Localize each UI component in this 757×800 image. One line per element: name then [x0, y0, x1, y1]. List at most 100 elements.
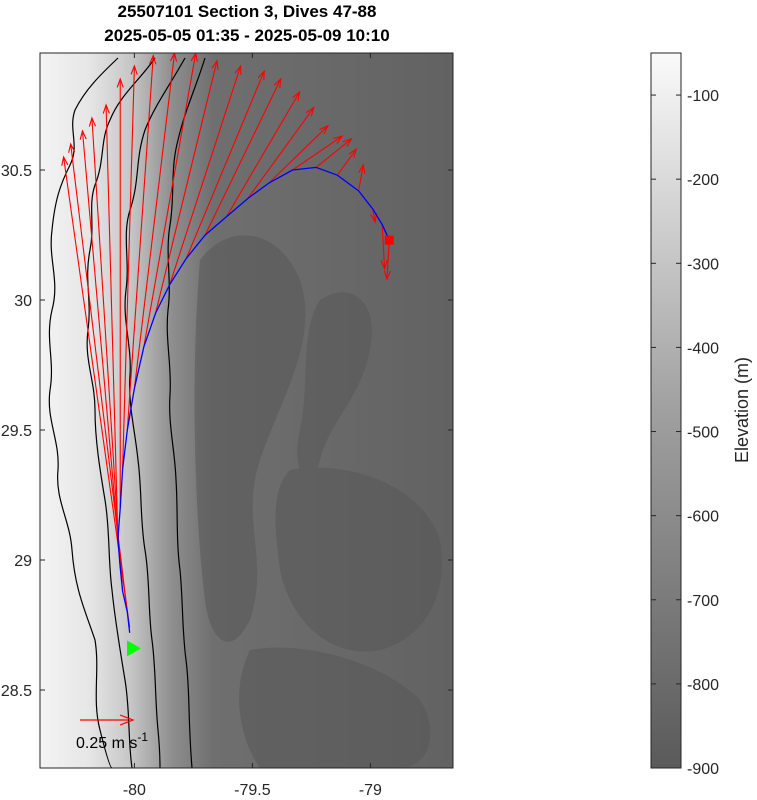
current-vector [143, 53, 198, 347]
current-vector-head [116, 77, 124, 88]
start-marker [127, 640, 142, 657]
current-vector-shaft [155, 60, 218, 314]
y-tick-label: 30 [14, 293, 32, 310]
current-vector-shaft [122, 65, 135, 470]
colorbar-tick-label: -500 [687, 425, 719, 442]
current-vector [169, 64, 242, 285]
deep-water-patches [194, 235, 442, 768]
current-vector-shaft [81, 130, 124, 592]
colorbar-label: Elevation (m) [732, 357, 752, 463]
current-vector-shaft [247, 107, 315, 199]
current-vector [116, 77, 124, 508]
current-vector-head [273, 77, 282, 89]
current-vector-head [169, 53, 178, 62]
current-vector-shaft [372, 208, 376, 223]
x-axis: -80 -79.5 -79 [123, 53, 382, 799]
current-vector [383, 240, 392, 281]
current-vector [133, 53, 178, 389]
colorbar-tick-label: -900 [687, 761, 719, 778]
current-vector-head [130, 64, 138, 75]
current-vector-head [68, 142, 76, 153]
current-vector-shaft [315, 138, 352, 168]
y-axis: 28.5 29 29.5 30 30.5 [1, 163, 453, 700]
current-vector-head [342, 137, 353, 147]
colorbar: -100 -200 -300 -400 -500 -600 -700 -800 -900 Ele… [650, 52, 752, 778]
y-tick-label: 29 [14, 553, 32, 570]
current-vector [204, 77, 282, 236]
colorbar-ticks: -100 -200 -300 -400 -500 -600 -700 -800 -900 [651, 88, 719, 778]
x-tick-label: -79 [359, 782, 382, 799]
y-tick-label: 28.5 [1, 683, 32, 700]
current-vector-head [383, 270, 392, 281]
title-line-1: 25507101 Section 3, Dives 47-88 [118, 2, 377, 21]
current-vector-shaft [185, 70, 265, 259]
current-vector [122, 64, 138, 470]
current-vector-shaft [292, 135, 343, 171]
current-vector-head [380, 260, 388, 271]
current-vector-shaft [268, 125, 329, 184]
current-vector-head [333, 135, 344, 144]
y-tick-label: 29.5 [1, 423, 32, 440]
current-vector-head [190, 53, 198, 62]
current-vector-head [348, 147, 358, 159]
current-vector-head [319, 124, 330, 135]
current-vector [88, 116, 121, 568]
map-panel: 0.25 m s-1 [40, 53, 453, 768]
glider-track [117, 166, 390, 633]
current-vector-head [234, 64, 242, 76]
colorbar-tick-label: -400 [687, 340, 719, 357]
current-vector [292, 135, 344, 171]
current-vector [247, 106, 315, 199]
scale-arrow-head [119, 714, 135, 726]
y-tick-label: 30.5 [1, 163, 32, 180]
current-vector [79, 129, 124, 592]
colorbar-tick-label: -100 [687, 88, 719, 105]
current-vector [370, 208, 378, 224]
current-vector-shaft [204, 78, 282, 236]
current-vector-shaft [143, 53, 197, 347]
current-vector [102, 103, 119, 540]
colorbar-tick-label: -200 [687, 172, 719, 189]
current-vectors [61, 53, 392, 628]
x-tick-label: -79.5 [234, 782, 271, 799]
current-vector-head [370, 213, 378, 224]
current-vector-shaft [358, 164, 364, 191]
current-vector-head [102, 103, 110, 114]
colorbar-tick-label: -300 [687, 256, 719, 273]
current-vector [126, 53, 157, 431]
current-vector [358, 163, 366, 191]
current-vector-shaft [381, 224, 386, 269]
current-vector-shaft [169, 65, 242, 285]
current-vector-head [211, 59, 219, 70]
current-vector-shaft [126, 55, 154, 431]
current-vector [268, 124, 330, 184]
end-marker [384, 235, 394, 245]
current-vector-shaft [91, 117, 121, 568]
current-vector-shaft [336, 148, 357, 176]
current-vector [185, 69, 265, 259]
x-tick-label: -80 [123, 782, 146, 799]
current-vector-head [292, 90, 301, 101]
current-vector-head [61, 155, 69, 166]
current-vector-head [305, 106, 315, 117]
current-vector [155, 59, 219, 314]
colorbar-tick-label: -800 [687, 677, 719, 694]
current-vector-shaft [133, 53, 176, 389]
current-vector-head [257, 69, 265, 81]
current-vector [380, 224, 388, 271]
current-vector [336, 147, 358, 176]
current-vector-shaft [386, 240, 390, 280]
title-line-2: 2025-05-05 01:35 - 2025-05-09 10:10 [104, 26, 389, 45]
scale-vector-label: 0.25 m s-1 [76, 730, 148, 752]
colorbar-scale [650, 52, 682, 769]
colorbar-tick-label: -600 [687, 509, 719, 526]
current-vector-shaft [105, 104, 119, 540]
colorbar-tick-label: -700 [687, 593, 719, 610]
current-vector-head [358, 163, 366, 174]
current-vector [225, 90, 301, 218]
current-vector-head [79, 129, 87, 140]
current-vector-head [149, 53, 157, 65]
scale-vector: 0.25 m s-1 [76, 714, 148, 752]
current-vector-head [88, 116, 97, 127]
